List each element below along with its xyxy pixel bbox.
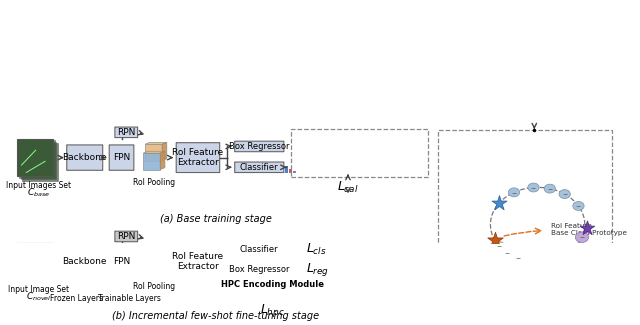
- Circle shape: [508, 188, 520, 197]
- Point: [494, 201, 504, 206]
- Bar: [22, 248, 58, 285]
- Polygon shape: [145, 142, 167, 144]
- Text: Backbone: Backbone: [63, 257, 107, 266]
- Bar: [296, 253, 300, 255]
- Circle shape: [544, 184, 556, 193]
- Polygon shape: [143, 257, 160, 274]
- FancyBboxPatch shape: [235, 141, 284, 152]
- Point: [582, 225, 593, 230]
- FancyBboxPatch shape: [235, 162, 284, 173]
- Text: RoI Pooling: RoI Pooling: [134, 178, 175, 187]
- Text: Frozen Layers: Frozen Layers: [50, 294, 103, 303]
- Text: (b) Incremental few-shot fine-tuning stage: (b) Incremental few-shot fine-tuning sta…: [112, 311, 319, 321]
- Circle shape: [559, 189, 570, 199]
- FancyBboxPatch shape: [56, 294, 97, 303]
- Text: (a) Base training stage: (a) Base training stage: [160, 214, 272, 224]
- Polygon shape: [143, 153, 160, 170]
- Bar: [17, 139, 52, 176]
- Text: FPN: FPN: [113, 257, 130, 266]
- Text: −: −: [497, 243, 502, 248]
- Bar: [20, 142, 56, 179]
- Bar: [22, 143, 58, 181]
- Text: HPC Encoding Module: HPC Encoding Module: [221, 280, 324, 289]
- Text: Box Regressor: Box Regressor: [229, 142, 289, 151]
- Text: Input Image Set: Input Image Set: [8, 285, 69, 294]
- FancyBboxPatch shape: [109, 249, 134, 274]
- FancyBboxPatch shape: [176, 143, 220, 173]
- FancyBboxPatch shape: [235, 244, 284, 254]
- Text: $L_{hpc}$: $L_{hpc}$: [260, 302, 285, 319]
- Text: −: −: [562, 191, 567, 197]
- Circle shape: [502, 249, 513, 257]
- Polygon shape: [162, 246, 167, 265]
- FancyBboxPatch shape: [67, 249, 102, 274]
- Text: −: −: [511, 190, 516, 195]
- Circle shape: [566, 247, 576, 255]
- FancyBboxPatch shape: [176, 247, 220, 277]
- Bar: [17, 243, 52, 280]
- Text: $C_{novel}$: $C_{novel}$: [26, 291, 51, 303]
- Bar: [289, 169, 292, 173]
- Polygon shape: [160, 151, 165, 170]
- Text: Trainable Layers: Trainable Layers: [98, 294, 161, 303]
- Point: [490, 238, 500, 243]
- Polygon shape: [143, 255, 165, 257]
- Text: −: −: [547, 186, 552, 191]
- Polygon shape: [145, 144, 162, 161]
- FancyBboxPatch shape: [235, 264, 284, 274]
- Text: RoI Pooling: RoI Pooling: [134, 282, 175, 291]
- FancyBboxPatch shape: [104, 294, 154, 303]
- Bar: [20, 246, 56, 283]
- Bar: [285, 249, 288, 255]
- Text: −: −: [505, 251, 510, 255]
- Bar: [292, 252, 296, 255]
- Text: RoI Feature
Extractor: RoI Feature Extractor: [172, 148, 223, 167]
- Text: −: −: [531, 185, 536, 190]
- Bar: [19, 245, 54, 282]
- Text: Box Regressor: Box Regressor: [229, 265, 289, 274]
- Polygon shape: [145, 246, 167, 248]
- FancyBboxPatch shape: [235, 278, 310, 290]
- Text: RoI Feature
Extractor: RoI Feature Extractor: [172, 252, 223, 271]
- FancyBboxPatch shape: [115, 231, 138, 242]
- Text: RoI Feature
Base Class Prototype: RoI Feature Base Class Prototype: [551, 223, 627, 236]
- Circle shape: [575, 232, 589, 242]
- Polygon shape: [145, 248, 162, 265]
- Polygon shape: [143, 151, 165, 153]
- Circle shape: [493, 241, 504, 250]
- Text: RPN: RPN: [117, 232, 136, 241]
- Text: $L_{cal}$: $L_{cal}$: [337, 180, 359, 195]
- Text: FPN: FPN: [113, 153, 130, 162]
- Bar: [289, 251, 292, 255]
- Text: Input Images Set: Input Images Set: [6, 181, 71, 190]
- Circle shape: [528, 183, 539, 192]
- Text: Backbone: Backbone: [63, 153, 107, 162]
- Bar: [292, 171, 296, 173]
- Text: Classifier: Classifier: [240, 163, 278, 172]
- Polygon shape: [162, 142, 167, 161]
- Circle shape: [573, 202, 584, 210]
- Text: −: −: [579, 235, 584, 240]
- Bar: [19, 140, 54, 178]
- Circle shape: [512, 254, 524, 263]
- FancyBboxPatch shape: [109, 145, 134, 170]
- Text: RPN: RPN: [117, 128, 136, 137]
- Text: −: −: [515, 256, 520, 261]
- Bar: [285, 166, 288, 173]
- FancyBboxPatch shape: [115, 127, 138, 137]
- Text: Classifier: Classifier: [240, 245, 278, 254]
- Polygon shape: [160, 255, 165, 274]
- Text: $L_{reg}$: $L_{reg}$: [307, 261, 330, 278]
- FancyBboxPatch shape: [67, 145, 102, 170]
- Text: −: −: [576, 203, 581, 208]
- Text: $C_{base}$: $C_{base}$: [27, 187, 50, 199]
- Text: $L_{cls}$: $L_{cls}$: [307, 241, 327, 257]
